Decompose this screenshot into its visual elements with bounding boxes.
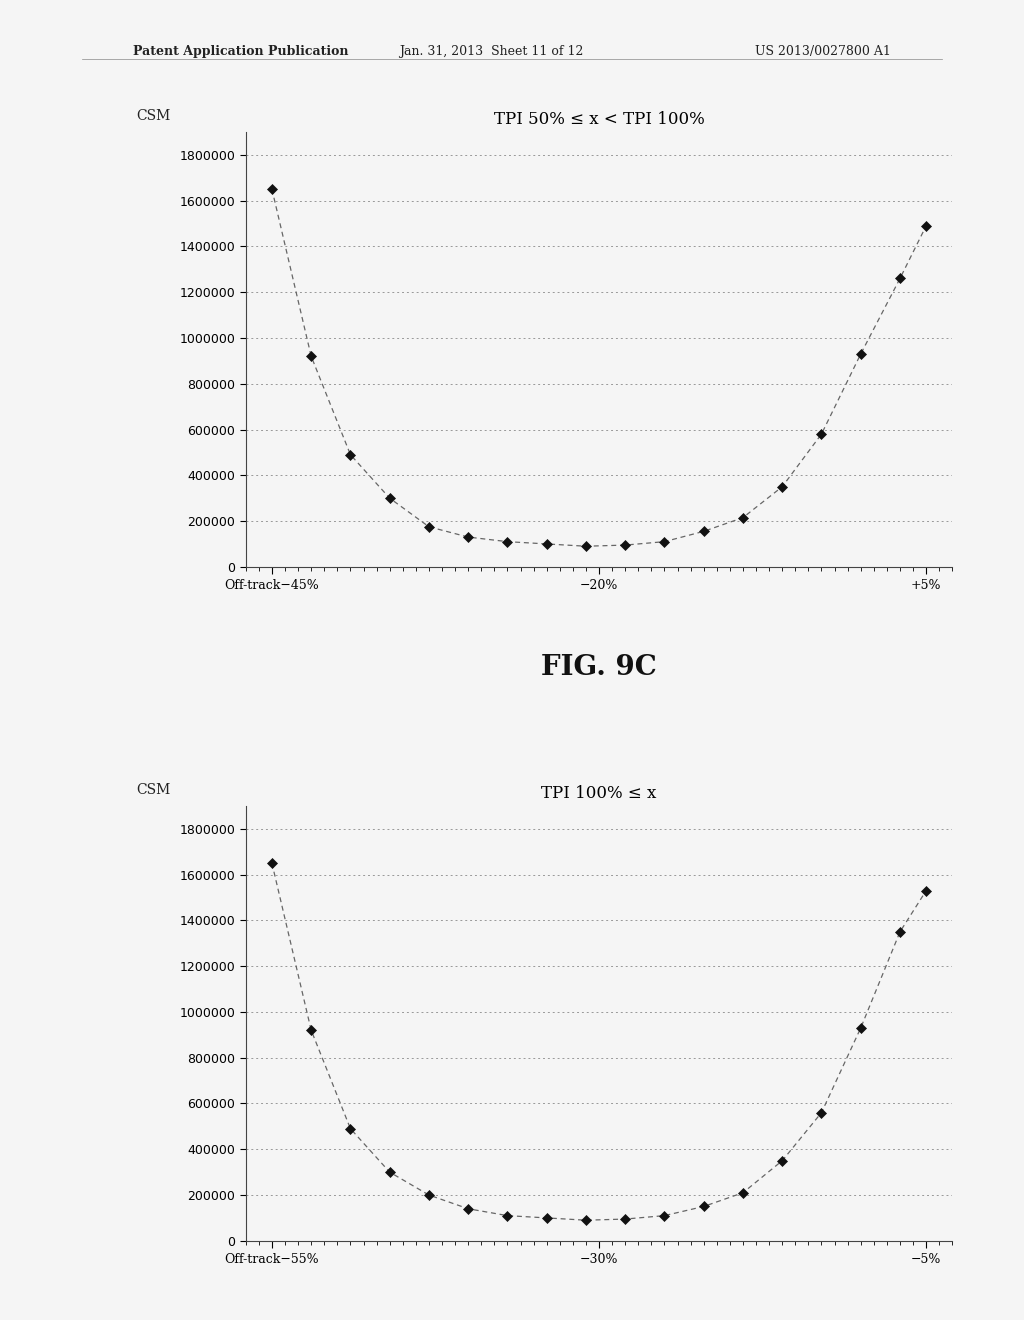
Title: TPI 100% ≤ x: TPI 100% ≤ x [542, 784, 656, 801]
Title: TPI 50% ≤ x < TPI 100%: TPI 50% ≤ x < TPI 100% [494, 111, 705, 128]
Text: FIG. 9C: FIG. 9C [541, 653, 657, 681]
Text: Patent Application Publication: Patent Application Publication [133, 45, 348, 58]
Text: CSM: CSM [136, 110, 170, 123]
Text: US 2013/0027800 A1: US 2013/0027800 A1 [755, 45, 891, 58]
Text: Jan. 31, 2013  Sheet 11 of 12: Jan. 31, 2013 Sheet 11 of 12 [399, 45, 584, 58]
Text: CSM: CSM [136, 783, 170, 797]
